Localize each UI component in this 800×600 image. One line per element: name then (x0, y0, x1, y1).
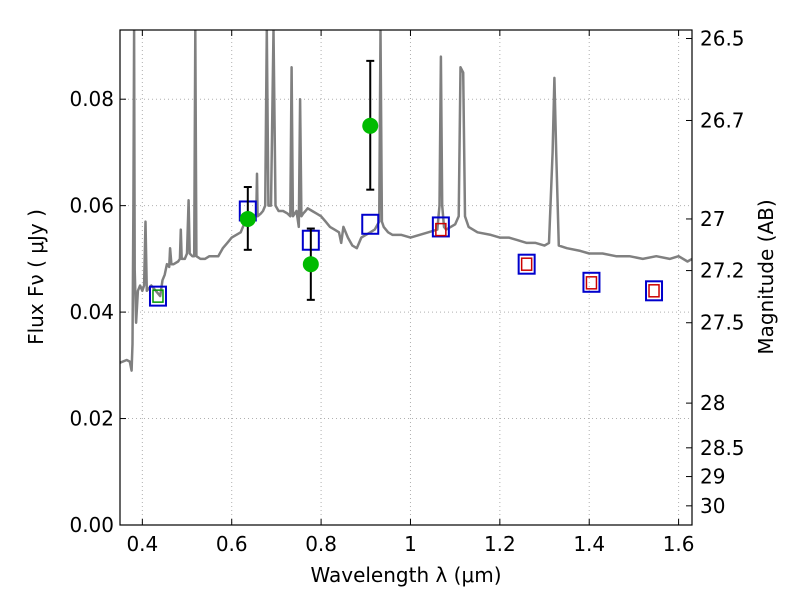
blue-square-marker (517, 253, 536, 275)
x-tick-label: 0.4 (126, 532, 158, 556)
y2-tick-label: 30 (700, 494, 725, 518)
small-square-marker (585, 276, 598, 290)
small-square-marker (648, 284, 660, 298)
tick-layer: 0.4 0.6 0.8 1 1.2 1.4 1.6 0.00 0.02 0.04 0.06 0.08 2… (69, 27, 744, 556)
blue-square-marker (148, 285, 167, 307)
y-tick-label: 0.08 (69, 87, 114, 111)
blue-square-marker (361, 213, 380, 235)
small-square-marker (520, 257, 533, 271)
blue-square-marker (645, 280, 664, 302)
green-circle-marker (362, 117, 379, 134)
y-tick-label: 0.02 (69, 407, 114, 431)
y2-tick-label: 28.5 (700, 436, 745, 460)
y-tick-label: 0.00 (69, 513, 114, 537)
y2-tick-label: 29 (700, 465, 725, 489)
blue-square-marker (582, 271, 601, 293)
x-tick-label: 0.8 (305, 532, 337, 556)
green-circle-marker (239, 210, 256, 227)
y2-tick-label: 28 (700, 391, 725, 415)
y2-tick-label: 26.7 (700, 108, 745, 132)
small-square-marker (435, 222, 447, 237)
small-square-marker (152, 289, 164, 303)
blue-square-marker (431, 216, 450, 238)
plot-layer (120, 30, 692, 372)
x-tick-label: 1.2 (484, 532, 516, 556)
grid-layer (120, 30, 692, 526)
green-circle-marker (302, 256, 319, 273)
plot-frame (119, 29, 693, 526)
y2-tick-label: 27.2 (700, 259, 745, 283)
x-tick-label: 1.6 (663, 532, 695, 556)
x-tick-label: 1 (404, 532, 417, 556)
spectrum-line (120, 30, 692, 372)
y-tick-label: 0.04 (69, 300, 114, 324)
x-tick-label: 1.4 (573, 532, 605, 556)
y-axis-label: Flux Fν ( μJy ) (24, 209, 48, 345)
x-tick-label: 0.6 (216, 532, 248, 556)
y2-tick-label: 26.5 (700, 27, 745, 51)
y2-tick-label: 27 (700, 207, 725, 231)
x-axis-label: Wavelength λ (μm) (310, 563, 501, 587)
y-tick-label: 0.06 (69, 194, 114, 218)
y2-tick-label: 27.5 (700, 311, 745, 335)
y2-axis-label: Magnitude (AB) (754, 199, 778, 354)
